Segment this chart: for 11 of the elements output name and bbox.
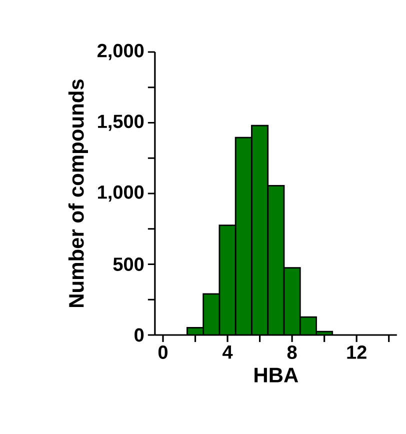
y-tick-label: 1,500	[98, 114, 144, 131]
x-tick-label: 4	[222, 346, 233, 359]
x-tick-label: 0	[158, 346, 168, 359]
x-axis-title: HBA	[254, 368, 298, 382]
y-tick-label: 500	[113, 258, 144, 271]
y-tick-label: 1,000	[98, 185, 144, 202]
x-tick-label: 8	[287, 346, 297, 359]
x-tick-label: 12	[347, 346, 366, 359]
y-axis-title: Number of compounds	[68, 79, 88, 307]
y-tick-label: 0	[134, 328, 144, 342]
y-tick-label: 2,000	[98, 44, 144, 60]
